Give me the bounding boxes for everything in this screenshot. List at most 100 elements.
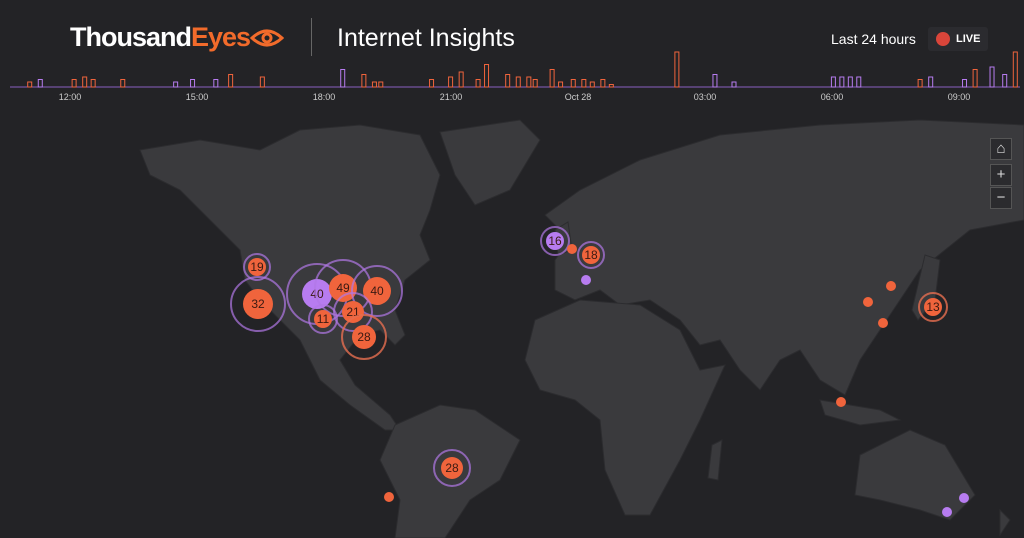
- outage-marker[interactable]: [878, 318, 888, 328]
- timeline-event-bar[interactable]: [847, 76, 853, 88]
- timeline-event-bar[interactable]: [928, 76, 934, 88]
- cluster-ring: [351, 265, 403, 317]
- africa: [524, 299, 726, 516]
- timeline-event-bar[interactable]: [505, 74, 511, 88]
- header-divider: [311, 18, 312, 56]
- timeline-chart[interactable]: [0, 45, 1024, 95]
- cluster-ring: [341, 314, 387, 360]
- timeline-event-bar[interactable]: [37, 79, 43, 88]
- outage-cluster-marker[interactable]: 32: [243, 289, 273, 319]
- brand-main: Thousand: [70, 22, 192, 52]
- outage-marker[interactable]: [863, 297, 873, 307]
- timeline-event-bar[interactable]: [972, 69, 978, 88]
- timeline-event-bar[interactable]: [259, 76, 265, 88]
- timeline-event-bar[interactable]: [484, 64, 490, 88]
- outage-cluster-marker[interactable]: 13: [924, 298, 942, 316]
- cluster-ring: [433, 449, 471, 487]
- timeline-event-bar[interactable]: [371, 81, 377, 88]
- timeline-event-bar[interactable]: [429, 79, 435, 88]
- timeline-tick-label: 06:00: [820, 92, 844, 102]
- outage-marker[interactable]: [886, 281, 896, 291]
- timeline-event-bar[interactable]: [532, 79, 538, 88]
- cluster-ring: [230, 276, 286, 332]
- timeline-event-bar[interactable]: [340, 69, 346, 88]
- greenland: [439, 119, 541, 206]
- timeline-tick-label: 21:00: [439, 92, 463, 102]
- timeline-event-bar[interactable]: [448, 76, 454, 88]
- header: ThousandEyes Internet Insights Last 24 h…: [0, 0, 1024, 80]
- zoom-in-button[interactable]: +: [990, 164, 1012, 186]
- brand-accent: Eyes: [191, 22, 251, 52]
- outage-marker[interactable]: [567, 244, 577, 254]
- timeline-event-bar[interactable]: [600, 79, 606, 88]
- timeline-event-bar[interactable]: [917, 79, 923, 88]
- page-title: Internet Insights: [337, 24, 515, 52]
- timeline-event-bar[interactable]: [856, 76, 862, 88]
- timeline-event-bar[interactable]: [515, 76, 521, 88]
- timeline-event-bar[interactable]: [570, 79, 576, 88]
- time-range-selector[interactable]: Last 24 hours: [831, 31, 916, 47]
- home-button[interactable]: ⌂: [990, 138, 1012, 160]
- madagascar: [707, 439, 723, 481]
- outage-cluster-marker[interactable]: 16: [546, 232, 564, 250]
- timeline-event-bar[interactable]: [190, 79, 196, 88]
- timeline-event-bar[interactable]: [526, 76, 532, 88]
- live-label: LIVE: [956, 33, 981, 45]
- outage-marker[interactable]: [384, 492, 394, 502]
- timeline-event-bar[interactable]: [213, 79, 219, 88]
- timeline-tick-label: 15:00: [185, 92, 209, 102]
- timeline-event-bar[interactable]: [173, 81, 179, 88]
- timeline-event-bar[interactable]: [378, 81, 384, 88]
- timeline-event-bar[interactable]: [1012, 51, 1018, 88]
- timeline-event-bar[interactable]: [549, 69, 555, 88]
- timeline-event-bar[interactable]: [731, 81, 737, 88]
- timeline-event-bar[interactable]: [989, 66, 995, 88]
- timeline-event-bar[interactable]: [839, 76, 845, 88]
- new-zealand: [999, 508, 1011, 537]
- timeline-event-bar[interactable]: [674, 51, 680, 88]
- timeline-event-bar[interactable]: [458, 71, 464, 88]
- cluster-ring: [540, 226, 570, 256]
- timeline-event-bar[interactable]: [558, 81, 564, 88]
- indonesia: [819, 399, 902, 426]
- timeline-tick-label: 03:00: [693, 92, 717, 102]
- timeline-event-bar[interactable]: [120, 79, 126, 88]
- outage-marker[interactable]: [581, 275, 591, 285]
- outage-cluster-marker[interactable]: 19: [248, 258, 266, 276]
- live-dot-icon: [936, 32, 950, 46]
- thousandeyes-logo[interactable]: ThousandEyes: [70, 22, 285, 53]
- timeline-event-bar[interactable]: [71, 79, 77, 88]
- timeline-event-bar[interactable]: [1002, 74, 1008, 88]
- outage-marker[interactable]: [942, 507, 952, 517]
- outage-cluster-marker[interactable]: 18: [582, 246, 600, 264]
- eurasia: [544, 119, 1024, 396]
- live-badge[interactable]: LIVE: [928, 27, 989, 51]
- timeline-event-bar[interactable]: [830, 76, 836, 88]
- outage-cluster-marker[interactable]: 28: [441, 457, 463, 479]
- timeline-tick-label: 18:00: [312, 92, 336, 102]
- zoom-out-button[interactable]: −: [990, 187, 1012, 209]
- australia: [854, 429, 976, 521]
- outage-cluster-marker[interactable]: 40: [363, 277, 391, 305]
- timeline-event-bar[interactable]: [608, 84, 614, 88]
- cluster-ring: [577, 241, 605, 269]
- timeline-tick-label: 12:00: [58, 92, 82, 102]
- outage-cluster-marker[interactable]: 11: [314, 310, 332, 328]
- timeline-event-bar[interactable]: [27, 81, 33, 88]
- timeline-event-bar[interactable]: [712, 74, 718, 88]
- world-map[interactable]: [0, 110, 1024, 538]
- timeline-event-bar[interactable]: [228, 74, 234, 88]
- eye-icon: [249, 29, 285, 47]
- timeline-tick-label: Oct 28: [564, 92, 592, 102]
- timeline-event-bar[interactable]: [475, 79, 481, 88]
- timeline-event-bar[interactable]: [581, 79, 587, 88]
- timeline-event-bar[interactable]: [361, 74, 367, 88]
- timeline-event-bar[interactable]: [589, 81, 595, 88]
- timeline-event-bar[interactable]: [962, 79, 968, 88]
- outage-marker[interactable]: [836, 397, 846, 407]
- timeline-event-bar[interactable]: [90, 79, 96, 88]
- outage-marker[interactable]: [959, 493, 969, 503]
- outage-cluster-marker[interactable]: 28: [352, 325, 376, 349]
- timeline-event-bar[interactable]: [82, 76, 88, 88]
- timeline-tick-label: 09:00: [947, 92, 971, 102]
